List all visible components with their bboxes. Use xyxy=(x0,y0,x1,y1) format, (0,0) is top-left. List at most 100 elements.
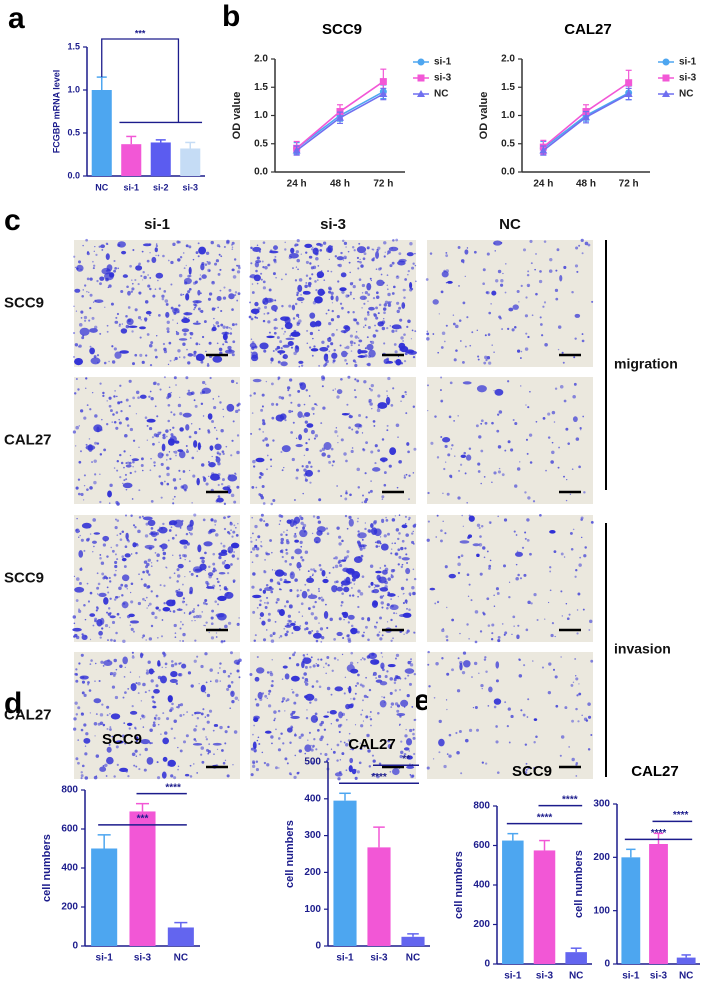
cell xyxy=(125,533,128,540)
cell-dot xyxy=(74,392,76,394)
cell-dot xyxy=(336,427,337,428)
cell-dot xyxy=(212,307,215,310)
cell-dot xyxy=(117,613,120,616)
cell xyxy=(315,321,321,327)
cell-dot xyxy=(141,457,144,460)
cell-dot xyxy=(541,334,543,336)
cell-dot xyxy=(261,541,262,542)
cell-dot xyxy=(313,345,315,347)
cell-dot xyxy=(341,307,344,310)
cell-dot xyxy=(142,271,144,273)
cell-dot xyxy=(271,362,272,363)
cell-dot xyxy=(409,288,412,291)
cell-dot xyxy=(339,564,342,567)
cell-dot xyxy=(357,267,359,269)
y-tick-label: 1.0 xyxy=(501,110,515,121)
cell-dot xyxy=(496,679,499,682)
cell xyxy=(343,587,349,593)
cell-dot xyxy=(449,475,452,478)
cell-dot xyxy=(365,441,368,444)
cell xyxy=(130,711,137,715)
cell-dot xyxy=(125,515,127,517)
cell-dot xyxy=(495,725,498,728)
cell-dot xyxy=(520,357,522,359)
cell-dot xyxy=(229,707,231,709)
y-tick-label: 0 xyxy=(484,959,490,970)
cell-dot xyxy=(365,325,367,327)
cell-dot xyxy=(183,714,185,716)
cell-dot xyxy=(73,717,76,720)
cell-dot xyxy=(462,361,465,364)
micrograph xyxy=(249,651,416,780)
cell xyxy=(316,530,322,536)
cell-dot xyxy=(79,535,80,536)
cell xyxy=(72,628,81,632)
cell-dot xyxy=(578,683,579,684)
cell-dot xyxy=(263,350,266,353)
cell-dot xyxy=(115,501,118,504)
cell-dot xyxy=(92,551,93,552)
cell-dot xyxy=(374,325,376,327)
cell-dot xyxy=(537,619,539,621)
cell xyxy=(261,621,265,626)
cell-dot xyxy=(132,362,135,365)
cell-dot xyxy=(182,554,185,557)
y-tick-label: 0.5 xyxy=(254,138,268,149)
cell-dot xyxy=(156,553,160,557)
cell-dot xyxy=(151,625,153,627)
cell-dot xyxy=(568,746,569,747)
cell-dot xyxy=(548,662,551,665)
cell-dot xyxy=(178,404,181,407)
cell-dot xyxy=(205,736,206,737)
cell-dot xyxy=(413,448,416,451)
cell-dot xyxy=(487,551,489,553)
cell-dot xyxy=(458,470,460,472)
cell-dot xyxy=(195,342,198,345)
cell-dot xyxy=(305,479,308,482)
row-label: CAL27 xyxy=(4,706,52,723)
cell-dot xyxy=(467,573,470,576)
cell-dot xyxy=(110,547,111,548)
cell-dot xyxy=(221,483,223,485)
cell-dot xyxy=(84,320,86,322)
cell-dot xyxy=(377,394,380,397)
cell-dot xyxy=(381,495,384,498)
cell-dot xyxy=(456,751,460,755)
cell-dot xyxy=(259,518,262,521)
cell-dot xyxy=(226,688,229,691)
cell-dot xyxy=(356,468,360,472)
cell-dot xyxy=(542,666,544,668)
cell-dot xyxy=(576,694,578,696)
cell-dot xyxy=(307,654,309,656)
cell-dot xyxy=(79,582,82,585)
cell-dot xyxy=(554,550,557,553)
cell-dot xyxy=(504,634,506,636)
cell-dot xyxy=(114,267,117,270)
cell-dot xyxy=(386,607,389,610)
cell-dot xyxy=(433,758,434,759)
cell-dot xyxy=(131,279,132,280)
cell-dot xyxy=(267,455,269,457)
cell-dot xyxy=(86,444,88,446)
cell-dot xyxy=(387,533,390,536)
cell-dot xyxy=(222,453,224,455)
cell-dot xyxy=(564,400,567,403)
micrograph-background xyxy=(74,377,240,504)
row-label: CAL27 xyxy=(4,431,52,448)
cell-dot xyxy=(567,442,570,445)
cell-dot xyxy=(323,667,324,668)
cell-dot xyxy=(148,605,149,606)
cell-dot xyxy=(352,311,354,313)
cell-dot xyxy=(328,309,330,311)
cell-dot xyxy=(201,746,204,749)
cell-dot xyxy=(88,600,90,602)
micrograph xyxy=(249,239,417,368)
cell xyxy=(463,381,472,384)
cell xyxy=(196,478,199,485)
cell-dot xyxy=(123,697,125,699)
cell-dot xyxy=(557,248,560,251)
cell-dot xyxy=(258,743,260,745)
y-tick-label: 0.5 xyxy=(501,138,515,149)
cell-dot xyxy=(335,556,338,559)
cell-dot xyxy=(257,256,260,259)
